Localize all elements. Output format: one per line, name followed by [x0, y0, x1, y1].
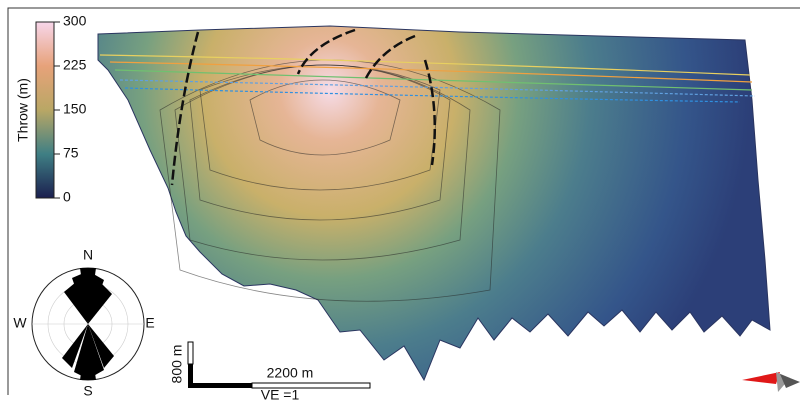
page: Throw (m) 0 75 150 225 300 N E S W 800 m 220…: [0, 0, 806, 401]
vertical-exaggeration: VE =1: [261, 387, 300, 401]
figure: Throw (m) 0 75 150 225 300 N E S W 800 m 220…: [0, 0, 806, 401]
colorbar-tick-label: 0: [63, 189, 71, 205]
colorbar-tick-label: 150: [63, 101, 87, 117]
compass-south: S: [83, 383, 92, 399]
compass-west: W: [13, 315, 27, 331]
compass-east: E: [145, 315, 154, 331]
colorbar-tick-label: 75: [63, 145, 79, 161]
colorbar-label: Throw (m): [15, 78, 31, 142]
orientation-arrow: [742, 372, 800, 392]
scale-horizontal-black: [188, 383, 252, 388]
colorbar: [36, 22, 54, 198]
scale-vertical-white: [188, 342, 193, 364]
colorbar-tick-label: 225: [63, 57, 87, 73]
scale-horizontal-label: 2200 m: [267, 365, 314, 381]
colorbar-ticks: 0 75 150 225 300: [54, 13, 87, 205]
colorbar-tick-label: 300: [63, 13, 87, 29]
scale-vertical-label: 800 m: [169, 345, 185, 384]
compass-north: N: [83, 247, 93, 263]
